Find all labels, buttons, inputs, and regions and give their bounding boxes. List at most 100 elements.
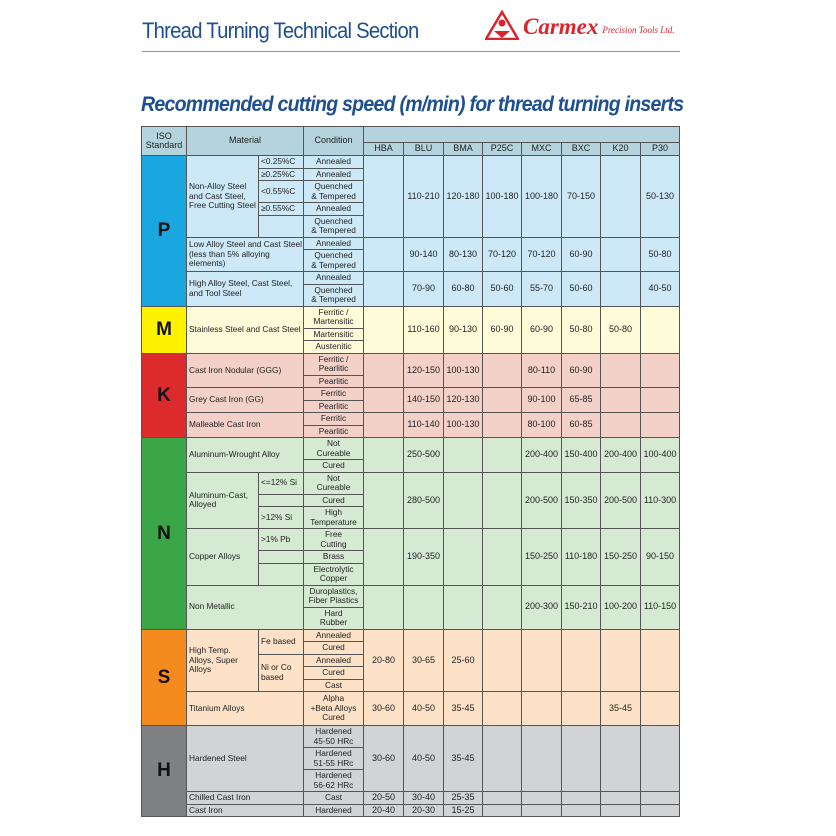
table-row: H Hardened Steel Hardened 45-50 HRc 30-60 40-… — [141, 725, 681, 817]
header-iso: ISO Standard — [141, 126, 187, 156]
speed-p30 — [640, 803, 681, 817]
speed-p25c — [482, 725, 523, 792]
speed-p25c — [482, 528, 523, 586]
condition-cell: Cured — [303, 459, 365, 473]
material-name: Chilled Cast Iron — [185, 791, 305, 805]
condition-cell: Annealed — [303, 202, 365, 216]
speed-bma: 35-45 — [443, 725, 484, 792]
speed-mxc: 90-100 — [521, 387, 563, 413]
material-subtype: <0.25%C — [257, 155, 305, 169]
speed-hba — [363, 412, 405, 438]
speed-bma: 100-130 — [443, 412, 484, 438]
speed-hba — [363, 305, 405, 354]
speed-blu: 90-140 — [403, 236, 445, 272]
table-row: Copper Alloys >1% Pb Free Cutting 190-350 150… — [142, 528, 681, 586]
speed-bma: 15-25 — [443, 803, 484, 817]
speed-bma: 90-130 — [443, 305, 484, 354]
material-name: Cast Iron — [185, 803, 305, 817]
iso-group-k: K — [141, 352, 187, 438]
condition-cell: Pearlitic — [303, 399, 365, 413]
condition-cell: Hardened 51-55 HRc — [303, 747, 365, 770]
material-subtype: >12% Si — [257, 506, 305, 529]
speed-k20 — [600, 628, 642, 692]
condition-cell: Not Cureable — [303, 437, 365, 460]
speed-mxc: 70-120 — [521, 236, 563, 272]
speed-bma: 120-180 — [443, 155, 484, 238]
header-grade-bxc: BXC — [561, 142, 602, 156]
speed-mxc: 80-100 — [521, 412, 563, 438]
condition-cell: Quenched & Tempered — [303, 249, 365, 272]
speed-p25c: 100-180 — [482, 155, 523, 238]
speed-p25c — [482, 387, 523, 413]
speed-k20: 200-400 — [600, 437, 642, 473]
speed-hba — [363, 584, 405, 630]
header-grade-bma: BMA — [443, 142, 484, 156]
table-row: High Alloy Steel, Cast Steel, and Tool S… — [142, 271, 681, 307]
condition-cell: Ferritic / Pearlitic — [303, 352, 365, 376]
condition-cell: Brass — [303, 550, 365, 564]
speed-blu: 250-500 — [403, 437, 445, 473]
speed-blu: 20-30 — [403, 803, 445, 817]
speed-p30 — [640, 691, 681, 726]
header-grade-p25c: P25C — [482, 142, 523, 156]
speed-mxc — [521, 628, 563, 692]
condition-cell: Hard Rubber — [303, 606, 365, 630]
speed-p25c — [482, 791, 523, 805]
condition-cell: Free Cutting — [303, 528, 365, 551]
speed-p25c — [482, 352, 523, 388]
condition-cell: Ferritic — [303, 387, 365, 401]
table-row: Quenched & Tempered — [142, 249, 680, 272]
speed-bxc: 70-150 — [561, 155, 602, 238]
table-row: Cured — [142, 666, 680, 680]
speed-bma: 25-35 — [443, 791, 484, 805]
table-row: Cured — [142, 459, 680, 473]
speed-bxc: 110-180 — [561, 528, 602, 586]
speed-mxc: 55-70 — [521, 271, 563, 307]
speed-hba — [363, 155, 405, 238]
condition-cell: Electrolytic Copper — [303, 562, 365, 586]
material-name: Hardened Steel — [185, 725, 305, 792]
speed-p25c: 50-60 — [482, 271, 523, 307]
material-name: Non-Alloy Steel and Cast Steel, Free Cut… — [186, 155, 259, 238]
condition-cell: Hardened — [303, 803, 365, 817]
header-condition: Condition — [303, 126, 365, 156]
material-name: Stainless Steel and Cast Steel — [185, 305, 305, 354]
table-row: >12% Si High Temperature — [142, 506, 680, 529]
speed-p25c — [482, 437, 523, 473]
table-row: Titanium Alloys Alpha +Beta Alloys Cured 30-… — [142, 691, 681, 726]
brand-name: Carmex — [523, 14, 599, 39]
table-row: K Cast Iron Nodular (GGG) Ferritic / Pearli… — [141, 352, 681, 438]
speed-k20: 50-80 — [600, 305, 642, 354]
speed-p25c: 70-120 — [482, 236, 523, 272]
speed-k20: 200-500 — [600, 471, 642, 529]
speed-p30 — [640, 412, 681, 438]
speed-bxc: 50-60 — [561, 271, 602, 307]
speed-blu: 40-50 — [403, 691, 445, 726]
header-grade-k20: K20 — [600, 142, 642, 156]
material-subtype — [257, 214, 305, 238]
iso-group-n: N — [141, 437, 187, 630]
speed-mxc: 60-90 — [521, 305, 563, 354]
table-row: Pearlitic — [142, 374, 680, 388]
condition-cell: Austenitic — [303, 340, 365, 354]
table-row: Cured — [142, 493, 680, 507]
section-title: Thread Turning Technical Section — [142, 18, 419, 43]
material-subtype: ≥0.25%C — [257, 167, 305, 181]
header-grade-blu: BLU — [403, 142, 445, 156]
speed-mxc — [521, 725, 563, 792]
speed-bxc: 150-350 — [561, 471, 602, 529]
speed-p30: 50-80 — [640, 236, 681, 272]
speed-p30: 110-150 — [640, 584, 681, 630]
condition-cell: Alpha +Beta Alloys Cured — [303, 691, 365, 726]
header-grade-p30: P30 — [640, 142, 681, 156]
table-row: M Stainless Steel and Cast Steel Ferritic … — [141, 305, 681, 354]
speed-blu: 110-160 — [403, 305, 445, 354]
material-name: High Alloy Steel, Cast Steel, and Tool S… — [185, 271, 305, 307]
speed-blu: 190-350 — [403, 528, 445, 586]
speed-bma: 80-130 — [443, 236, 484, 272]
material-name: Cast Iron Nodular (GGG) — [185, 352, 305, 388]
speed-p25c — [482, 691, 523, 726]
table-row: Aluminum-Cast, Alloyed <=12% Si Not Cureabl… — [142, 471, 681, 529]
speed-k20: 35-45 — [600, 691, 642, 726]
header-material: Material — [185, 126, 305, 156]
